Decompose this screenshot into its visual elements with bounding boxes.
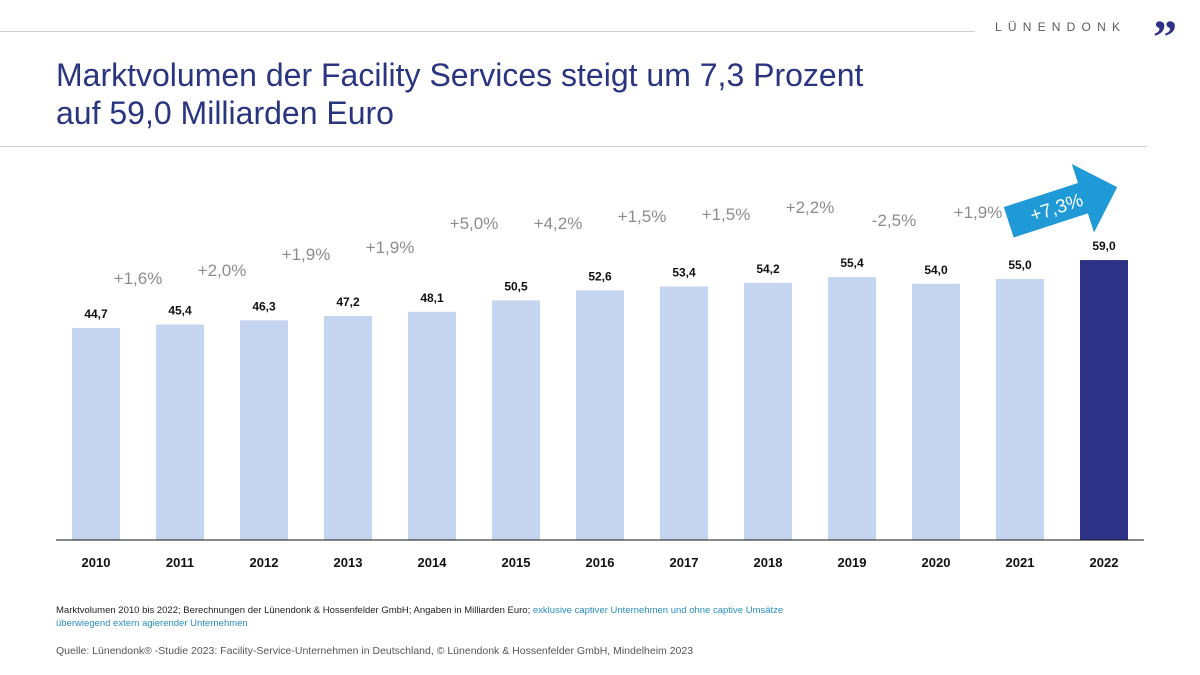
footnote: Marktvolumen 2010 bis 2022; Berechnungen…	[56, 604, 816, 630]
bar-2012	[240, 320, 288, 540]
value-label-2014: 48,1	[420, 291, 444, 305]
bar-2011	[156, 324, 204, 540]
growth-label-2020: -2,5%	[872, 211, 916, 230]
value-label-2020: 54,0	[924, 263, 948, 277]
value-label-2011: 45,4	[168, 304, 192, 318]
growth-label-2014: +1,9%	[366, 238, 415, 257]
logo-wordmark: LÜNENDONK	[995, 20, 1127, 34]
x-tick-2020: 2020	[922, 555, 951, 570]
value-label-2021: 55,0	[1008, 258, 1032, 272]
bar-2018	[744, 282, 792, 540]
title-line-2: auf 59,0 Milliarden Euro	[56, 95, 394, 131]
growth-label-2021: +1,9%	[954, 203, 1003, 222]
bar-2021	[996, 279, 1044, 540]
title-divider	[0, 146, 1147, 147]
footnote-highlight: exklusive captiver Unternehmen und ohne …	[56, 605, 784, 629]
logo-quote-icon: ”	[1153, 11, 1177, 64]
bar-2014	[408, 311, 456, 540]
growth-label-2017: +1,5%	[618, 207, 667, 226]
growth-label-2011: +1,6%	[114, 269, 163, 288]
page-title: Marktvolumen der Facility Services steig…	[56, 56, 1056, 132]
value-label-2016: 52,6	[588, 269, 612, 283]
bar-2022	[1080, 260, 1128, 540]
value-label-2017: 53,4	[672, 266, 696, 280]
value-label-2010: 44,7	[84, 307, 108, 321]
bar-2010	[72, 327, 120, 540]
x-tick-2015: 2015	[502, 555, 531, 570]
value-label-2019: 55,4	[840, 256, 864, 270]
x-tick-2010: 2010	[82, 555, 111, 570]
title-line-1: Marktvolumen der Facility Services steig…	[56, 57, 864, 93]
growth-label-2013: +1,9%	[282, 245, 331, 264]
x-tick-2012: 2012	[250, 555, 279, 570]
growth-arrow-shape	[1003, 163, 1118, 238]
value-label-2012: 46,3	[252, 299, 276, 313]
x-tick-2022: 2022	[1090, 555, 1119, 570]
bar-2013	[324, 316, 372, 540]
x-tick-2021: 2021	[1006, 555, 1035, 570]
bar-2020	[912, 283, 960, 540]
bar-2017	[660, 286, 708, 540]
top-divider	[0, 31, 975, 32]
growth-label-2012: +2,0%	[198, 261, 247, 280]
x-tick-2017: 2017	[670, 555, 699, 570]
bar-2015	[492, 300, 540, 540]
value-label-2013: 47,2	[336, 295, 360, 309]
x-tick-2016: 2016	[586, 555, 615, 570]
growth-label-2018: +1,5%	[702, 205, 751, 224]
growth-label-2015: +5,0%	[450, 214, 499, 233]
x-tick-2014: 2014	[418, 555, 448, 570]
x-tick-2019: 2019	[838, 555, 867, 570]
source-line: Quelle: Lünendonk® -Studie 2023: Facilit…	[56, 645, 694, 657]
bar-2016	[576, 290, 624, 540]
x-tick-2011: 2011	[166, 555, 194, 570]
value-label-2022: 59,0	[1092, 239, 1116, 253]
x-tick-2013: 2013	[334, 555, 363, 570]
growth-label-2016: +4,2%	[534, 214, 583, 233]
growth-label-2019: +2,2%	[786, 198, 835, 217]
footnote-text: Marktvolumen 2010 bis 2022; Berechnungen…	[56, 605, 531, 616]
value-label-2018: 54,2	[756, 262, 780, 276]
x-tick-2018: 2018	[754, 555, 783, 570]
value-label-2015: 50,5	[504, 279, 528, 293]
bar-2019	[828, 277, 876, 540]
